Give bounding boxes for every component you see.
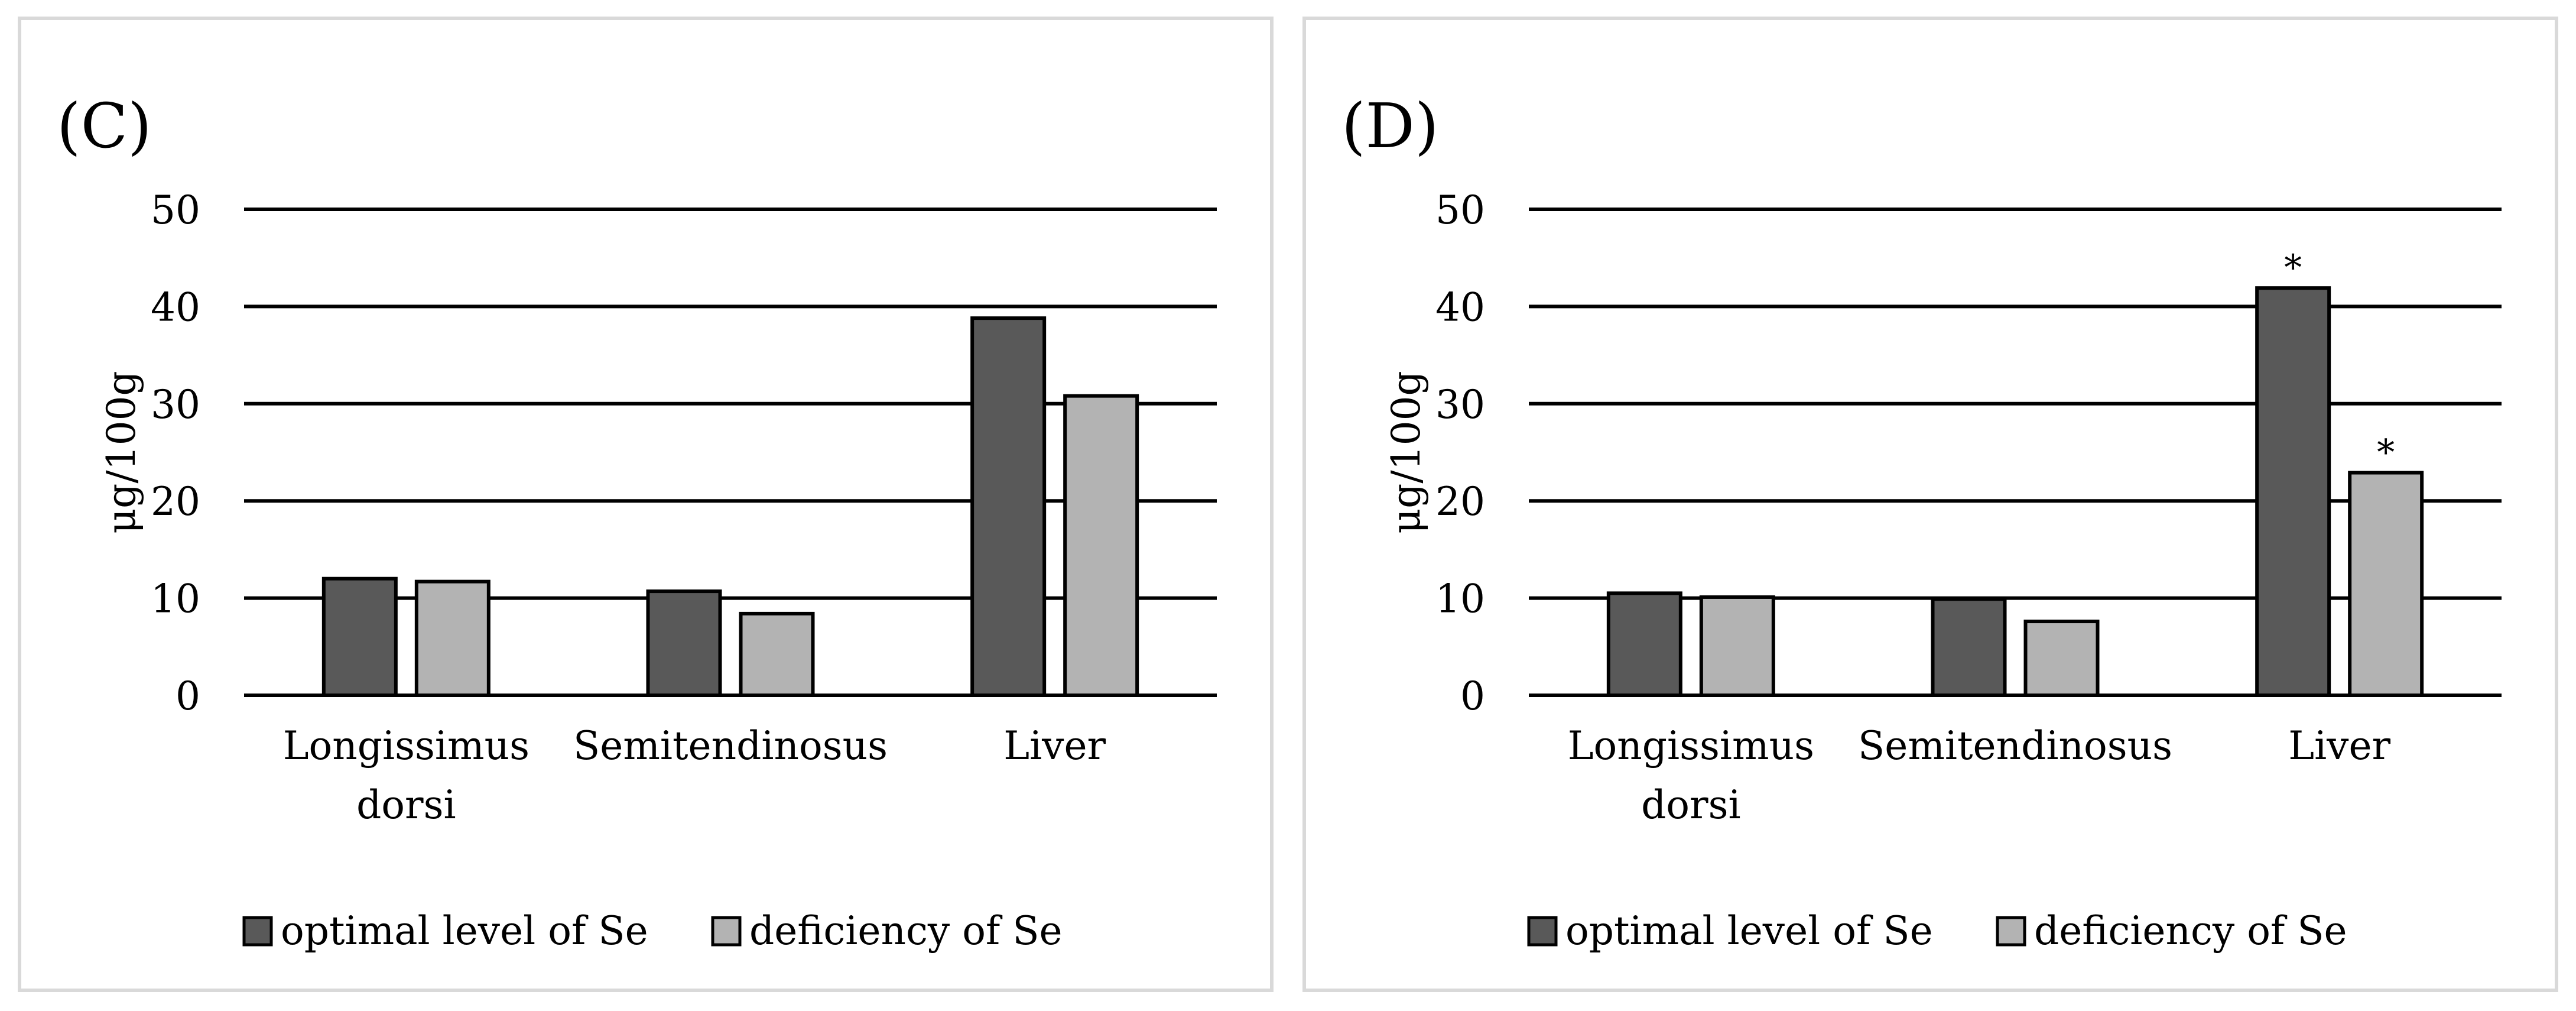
chart-d-y-tick-label: 50 (1435, 187, 1485, 233)
chart-c-x-tick-label: Longissimus (283, 723, 530, 769)
chart-d-y-tick-label: 30 (1435, 382, 1485, 427)
chart-d-panel-label: (D) (1341, 90, 1439, 162)
chart-c-y-tick-label: 10 (151, 576, 200, 622)
chart-d-bar-optimal-1 (1931, 597, 2007, 698)
chart-d-y-tick-label: 20 (1435, 479, 1485, 524)
chart-d-legend-swatch-deficiency (1996, 916, 2026, 947)
chart-c-legend-swatch-deficiency (711, 916, 742, 947)
chart-d-y-tick-label: 10 (1435, 576, 1485, 622)
chart-d-bar-deficiency-2 (2348, 471, 2424, 697)
chart-d-bar-optimal-2 (2255, 286, 2331, 697)
chart-c-legend-label-deficiency: deficiency of Se (749, 908, 1063, 954)
chart-d-x-tick-label: Liver (2288, 723, 2390, 769)
chart-c-bar-optimal-1 (646, 589, 722, 697)
chart-d-x-tick-label: Semitendinosus (1858, 723, 2172, 769)
chart-c-x-tick-label: Liver (1003, 723, 1106, 769)
chart-d-bar-deficiency-0 (1699, 595, 1775, 697)
chart-c-y-tick-label: 0 (176, 673, 200, 719)
chart-c-y-axis-label: μg/100g (99, 371, 144, 534)
chart-c-panel-label: (C) (57, 90, 152, 162)
chart-c-legend-swatch-optimal (242, 916, 273, 947)
chart-d-bar-deficiency-1 (2023, 620, 2100, 698)
chart-c-legend-label-optimal: optimal level of Se (281, 908, 648, 954)
chart-d-legend-label-optimal: optimal level of Se (1565, 908, 1933, 954)
chart-d-legend-label-deficiency: deficiency of Se (2034, 908, 2347, 954)
chart-c-y-tick-label: 20 (151, 479, 200, 524)
chart-d-legend-swatch-optimal (1527, 916, 1558, 947)
chart-d-y-tick-label: 0 (1460, 673, 1485, 719)
chart-d-x-tick-label: Longissimus (1568, 723, 1814, 769)
chart-d-y-tick-label: 40 (1435, 284, 1485, 330)
chart-panel-c: (C) 0 10 20 30 40 50 μg/100g Longissimus dorsi Sem… (18, 17, 1274, 992)
chart-c-bar-deficiency-0 (414, 579, 490, 697)
chart-d-significance-mark: * (2377, 432, 2395, 474)
chart-c-y-tick-label: 50 (151, 187, 200, 233)
chart-c-svg: (C) 0 10 20 30 40 50 μg/100g Longissimus dorsi Sem… (57, 90, 1217, 954)
chart-d-x-tick-label: dorsi (1641, 782, 1741, 828)
chart-c-bar-optimal-0 (321, 576, 398, 697)
chart-panel-d: (D) 0 10 20 30 40 50 μg/100g Longissimus dorsi Sem… (1302, 17, 2558, 992)
chart-c-bar-optimal-2 (970, 316, 1047, 697)
chart-d-svg: (D) 0 10 20 30 40 50 μg/100g Longissimus dorsi Sem… (1341, 90, 2502, 954)
chart-c-y-tick-label: 40 (151, 284, 200, 330)
chart-d-bar-optimal-0 (1606, 591, 1682, 697)
chart-d-significance-mark: * (2284, 247, 2302, 289)
chart-c-bar-deficiency-1 (739, 611, 815, 697)
chart-c-x-tick-label: Semitendinosus (573, 723, 888, 769)
chart-c-x-tick-label: dorsi (356, 782, 456, 828)
chart-c-bar-deficiency-2 (1063, 394, 1139, 697)
chart-c-y-tick-label: 30 (151, 382, 200, 427)
chart-d-y-axis-label: μg/100g (1383, 371, 1429, 534)
